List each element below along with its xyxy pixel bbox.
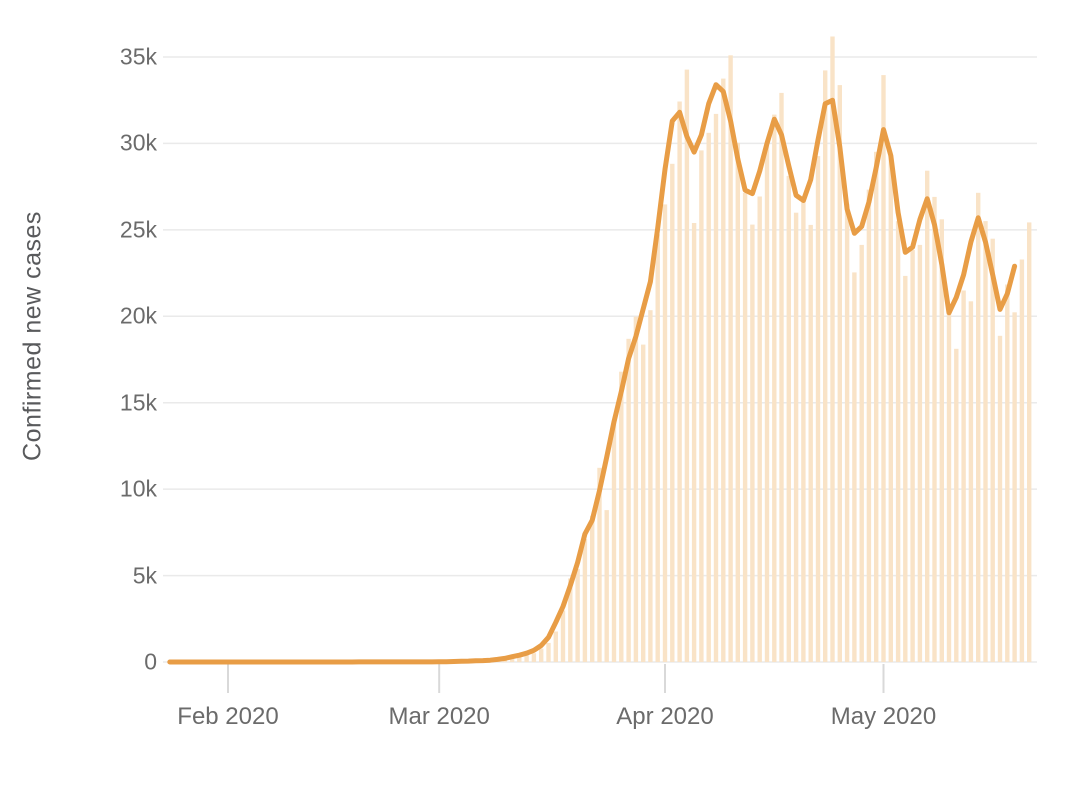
bar <box>546 642 551 662</box>
bar <box>808 224 813 662</box>
bar <box>633 316 639 662</box>
bar <box>837 85 842 663</box>
bar <box>823 70 828 662</box>
bar <box>1012 312 1017 662</box>
bar <box>590 515 595 662</box>
bar <box>954 348 959 662</box>
bar <box>852 272 857 662</box>
bar <box>735 142 740 662</box>
bar <box>611 420 617 662</box>
bar <box>888 155 893 662</box>
bar <box>910 249 915 662</box>
bar <box>553 631 558 662</box>
bars-actual-data <box>458 36 1032 663</box>
y-axis-tick-labels: 0 5k 10k 15k 20k 25k 30k 35k <box>58 0 157 797</box>
bar <box>764 143 770 662</box>
bar <box>866 189 872 662</box>
bar <box>582 538 588 662</box>
bar <box>990 238 995 662</box>
bar <box>648 310 653 662</box>
bar <box>706 132 711 663</box>
bar <box>757 196 762 662</box>
bar <box>961 290 966 662</box>
bar <box>670 163 675 663</box>
bar <box>859 244 864 662</box>
bar <box>619 371 624 662</box>
bar <box>779 92 784 662</box>
bar <box>517 655 522 662</box>
bar <box>874 151 879 663</box>
bar <box>597 467 602 662</box>
bar <box>844 203 850 663</box>
bar <box>524 651 529 662</box>
bar <box>677 101 682 662</box>
bar <box>750 224 755 662</box>
bar <box>691 223 697 662</box>
bar <box>932 196 937 662</box>
bar <box>983 221 988 662</box>
bar <box>575 569 580 662</box>
y-tick-label: 5k <box>132 562 157 589</box>
y-tick-label: 25k <box>119 216 157 243</box>
bar <box>531 653 537 662</box>
bar <box>699 150 704 662</box>
y-axis-title-box: Confirmed new cases <box>16 178 50 494</box>
bar <box>786 175 791 662</box>
bar <box>968 301 974 662</box>
bar <box>742 192 748 663</box>
bar <box>903 275 908 662</box>
bar <box>568 578 573 662</box>
bar <box>939 219 944 663</box>
bar <box>713 113 719 662</box>
bar <box>662 204 668 662</box>
bar <box>1019 259 1025 662</box>
bar <box>895 221 901 662</box>
bar <box>946 311 952 662</box>
legend: 5-day moving average Actual data <box>0 744 1080 794</box>
bar <box>509 657 515 662</box>
y-tick-label: 35k <box>119 43 157 70</box>
bar <box>641 344 646 662</box>
bar <box>997 335 1003 662</box>
x-tick-label: Feb 2020 <box>177 703 279 730</box>
bar <box>728 55 733 663</box>
bar <box>917 244 923 662</box>
bar <box>801 199 806 662</box>
x-tick-label: Mar 2020 <box>388 703 490 730</box>
bar <box>684 69 690 663</box>
bar <box>881 75 886 663</box>
x-axis-tick-labels: Feb 2020 Mar 2020 Apr 2020 May 2020 <box>0 703 1080 735</box>
y-axis-title: Confirmed new cases <box>18 211 47 461</box>
bar <box>793 212 799 662</box>
bar <box>721 78 726 663</box>
bar <box>626 338 631 662</box>
bar <box>830 36 835 662</box>
moving-average-line <box>167 82 1018 665</box>
bar <box>655 234 660 663</box>
y-tick-label: 0 <box>144 648 157 675</box>
bar <box>976 192 981 663</box>
bar <box>1027 222 1032 662</box>
x-tick-label: May 2020 <box>830 703 937 730</box>
y-tick-label: 15k <box>119 389 157 416</box>
bar <box>1005 284 1010 662</box>
bar <box>560 610 566 662</box>
bar <box>604 510 609 662</box>
bar <box>772 114 777 663</box>
y-tick-label: 30k <box>119 129 157 156</box>
y-tick-label: 20k <box>119 302 157 329</box>
x-tick-marks <box>227 664 885 693</box>
y-tick-label: 10k <box>119 475 157 502</box>
x-tick-label: Apr 2020 <box>616 703 714 730</box>
bar <box>925 170 930 662</box>
bar <box>539 648 544 662</box>
bar <box>815 156 821 662</box>
